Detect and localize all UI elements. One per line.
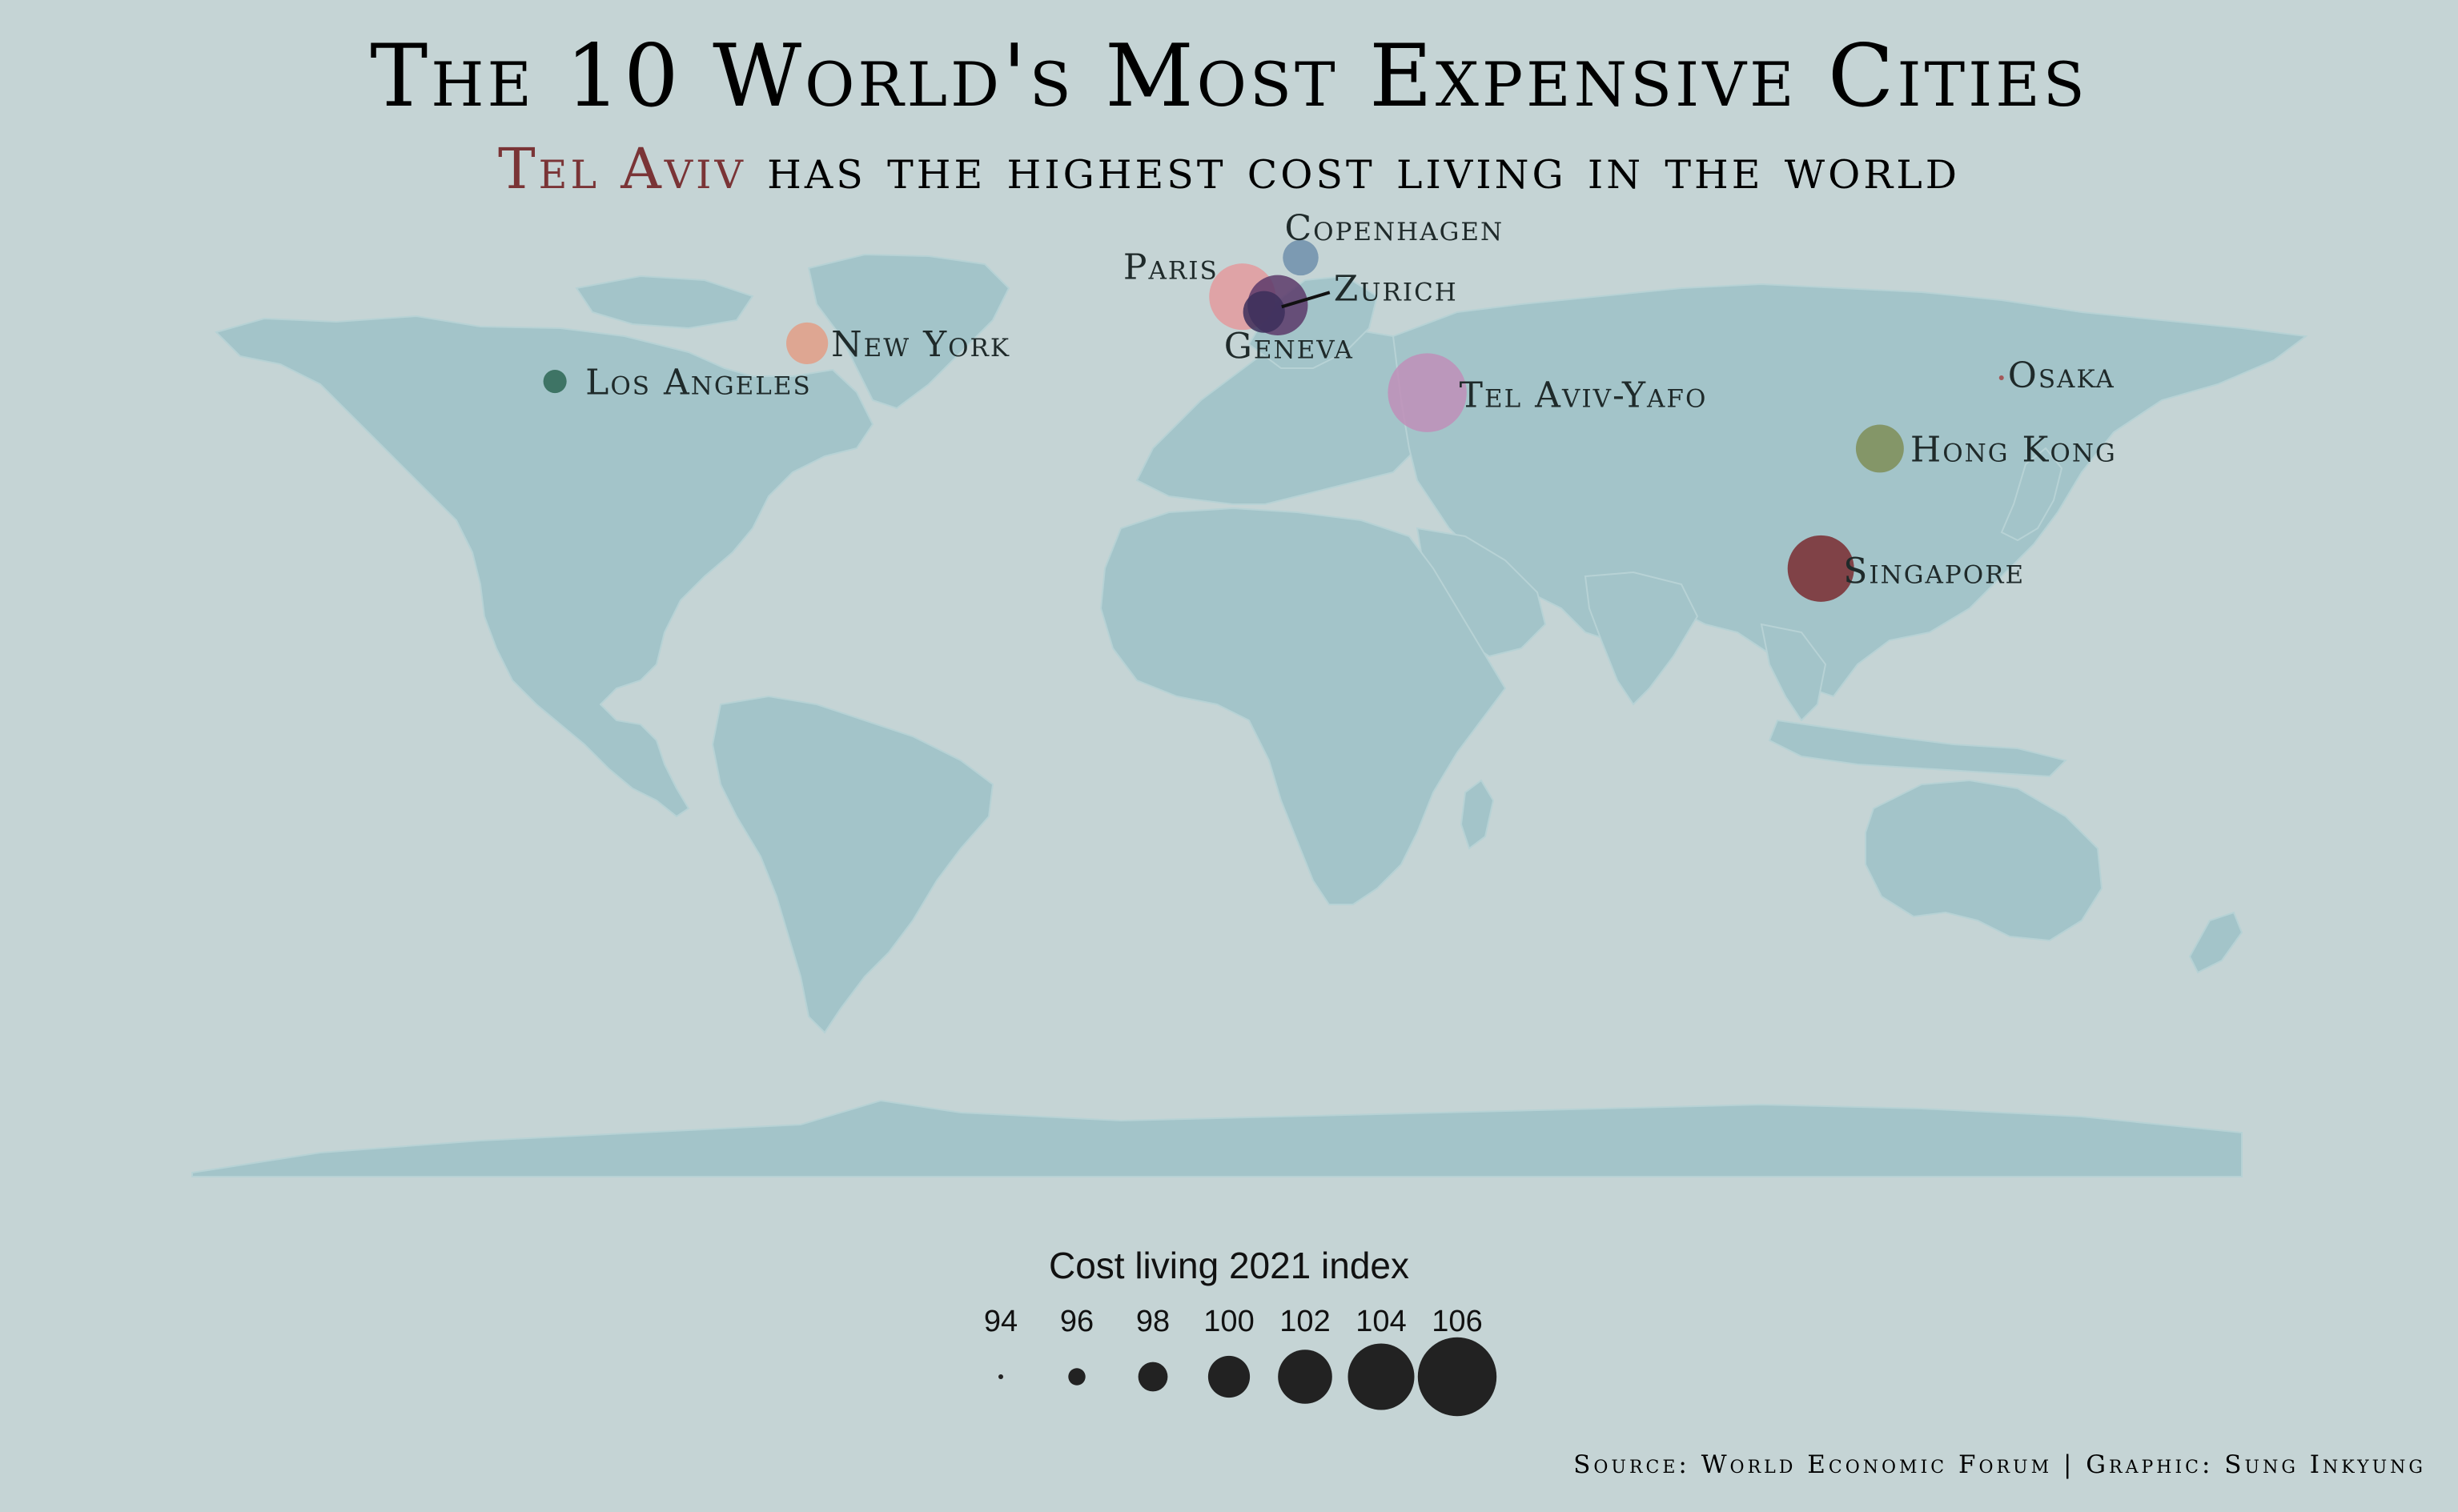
page-subtitle: Tel Aviv has the highest cost living in … xyxy=(498,136,1960,202)
city-label-geneva: Geneva xyxy=(1224,327,1354,367)
page-title: The 10 World's Most Expensive Cities xyxy=(370,26,2088,126)
south-america-shape xyxy=(711,695,994,1034)
new-zealand-shape xyxy=(2188,911,2243,974)
legend-size-dot xyxy=(1207,1355,1251,1398)
city-marker-los-angeles[interactable] xyxy=(543,369,567,394)
africa-shape xyxy=(1099,507,1507,905)
legend-label: 100 xyxy=(1203,1305,1254,1338)
legend-label: 94 xyxy=(984,1305,1018,1338)
arctic-islands-shape xyxy=(575,275,754,330)
city-label-copenhagen: Copenhagen xyxy=(1284,208,1504,249)
legend-label: 96 xyxy=(1060,1305,1094,1338)
legend-size-dot xyxy=(1068,1368,1086,1386)
land-masses xyxy=(191,253,2308,1177)
legend-size-dot xyxy=(1347,1343,1415,1410)
legend-label: 104 xyxy=(1356,1305,1406,1338)
legend-size-dot xyxy=(1138,1362,1168,1392)
city-markers xyxy=(543,239,2004,602)
city-marker-copenhagen[interactable] xyxy=(1283,239,1319,276)
legend-label: 98 xyxy=(1136,1305,1170,1338)
legend-size-dot xyxy=(1417,1337,1497,1417)
source-credit: Source: World Economic Forum | Graphic: … xyxy=(1573,1450,2426,1479)
city-label-tel-aviv-yafo: Tel Aviv-Yafo xyxy=(1460,375,1708,416)
legend-size-dot xyxy=(1278,1350,1332,1404)
legend-size-dot xyxy=(998,1374,1003,1379)
size-legend: Cost living 2021 index 94 96 98 100 102 104 10… xyxy=(984,1245,1497,1417)
city-marker-new-york[interactable] xyxy=(786,322,829,365)
city-marker-hong-kong[interactable] xyxy=(1855,424,1904,473)
city-marker-osaka[interactable] xyxy=(1998,375,2004,380)
australia-shape xyxy=(1865,779,2103,942)
city-label-hong-kong: Hong Kong xyxy=(1910,429,2117,470)
city-marker-singapore[interactable] xyxy=(1787,535,1854,602)
north-america-shape xyxy=(215,315,874,818)
greenland-shape xyxy=(807,253,1010,410)
legend-title: Cost living 2021 index xyxy=(1049,1245,1409,1286)
city-marker-geneva[interactable] xyxy=(1243,291,1285,333)
indonesia-shape xyxy=(1768,719,2067,778)
city-labels: Tel Aviv-Yafo Paris Singapore Zurich Hong Ko… xyxy=(585,208,2117,592)
city-label-paris: Paris xyxy=(1123,247,1219,288)
city-label-los-angeles: Los Angeles xyxy=(585,363,812,403)
antarctica-shape xyxy=(191,1099,2243,1177)
legend-label: 102 xyxy=(1279,1305,1330,1338)
city-label-singapore: Singapore xyxy=(1843,551,2025,592)
japan-shape xyxy=(2000,447,2063,542)
madagascar-shape xyxy=(1460,779,1495,850)
city-label-osaka: Osaka xyxy=(2008,355,2115,396)
subtitle-rest: has the highest cost living in the world xyxy=(746,136,1960,202)
india-shape xyxy=(1584,571,1699,706)
label-leader-line xyxy=(1281,291,1331,309)
subtitle-highlight: Tel Aviv xyxy=(498,136,746,202)
city-label-new-york: New York xyxy=(831,324,1010,365)
legend-label: 106 xyxy=(1432,1305,1482,1338)
city-marker-tel-aviv-yafo[interactable] xyxy=(1388,353,1467,432)
city-label-zurich: Zurich xyxy=(1334,268,1458,309)
southeast-asia-shape xyxy=(1760,623,1827,722)
